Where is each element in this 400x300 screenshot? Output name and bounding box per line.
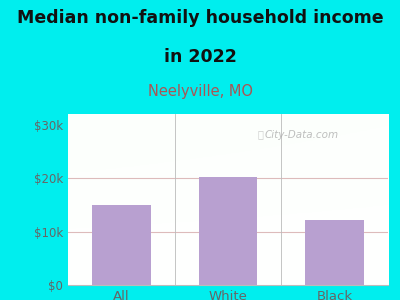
Text: City-Data.com: City-Data.com xyxy=(264,130,339,140)
Bar xyxy=(92,205,151,285)
Text: ⓘ: ⓘ xyxy=(257,130,263,140)
Text: Neelyville, MO: Neelyville, MO xyxy=(148,84,252,99)
Bar xyxy=(199,177,257,285)
Text: in 2022: in 2022 xyxy=(164,48,236,66)
Bar xyxy=(305,220,364,285)
Text: Median non-family household income: Median non-family household income xyxy=(17,9,383,27)
